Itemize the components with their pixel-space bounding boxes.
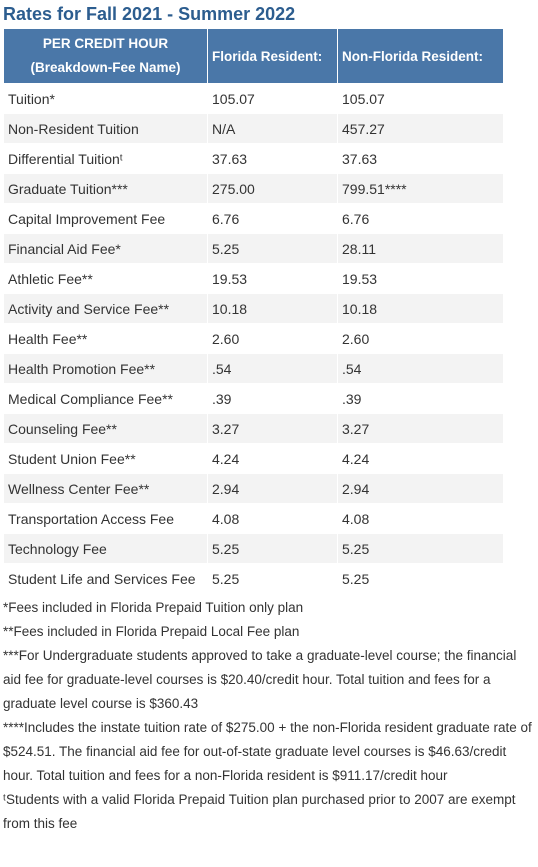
table-row: Activity and Service Fee** 10.18 10.18 — [3, 293, 504, 324]
fee-name: Athletic Fee** — [3, 263, 208, 294]
fee-amount: 4.08 — [337, 503, 504, 534]
fee-amount: .39 — [337, 383, 504, 414]
fee-name: Transportation Access Fee — [3, 503, 208, 534]
fee-name: Medical Compliance Fee** — [3, 383, 208, 414]
fee-amount: 4.24 — [207, 443, 338, 474]
footnote: ***For Undergraduate students approved t… — [3, 648, 517, 711]
table-row: Student Life and Services Fee 5.25 5.25 — [3, 563, 504, 594]
table-row: Transportation Access Fee 4.08 4.08 — [3, 503, 504, 534]
fee-amount: 37.63 — [207, 143, 338, 174]
fee-amount: 6.76 — [207, 203, 338, 234]
table-row: Health Fee** 2.60 2.60 — [3, 323, 504, 354]
fee-amount: 2.94 — [337, 473, 504, 504]
fee-name: Student Life and Services Fee — [3, 563, 208, 594]
fee-amount: .54 — [337, 353, 504, 384]
table-row: Athletic Fee** 19.53 19.53 — [3, 263, 504, 294]
title: Rates for Fall 2021 - Summer 2022 — [3, 4, 296, 24]
fee-name: Student Union Fee** — [3, 443, 208, 474]
fee-name: Tuition* — [3, 83, 208, 114]
fee-name: Activity and Service Fee** — [3, 293, 208, 324]
fee-amount: 457.27 — [337, 113, 504, 144]
fee-amount: 5.25 — [207, 233, 338, 264]
fee-name: Counseling Fee** — [3, 413, 208, 444]
header-text: Non-Florida Resident: — [342, 48, 483, 64]
table-row: Counseling Fee** 3.27 3.27 — [3, 413, 504, 444]
fee-name: Wellness Center Fee** — [3, 473, 208, 504]
fee-amount: 2.94 — [207, 473, 338, 504]
fee-name: Non-Resident Tuition — [3, 113, 208, 144]
fee-name: Graduate Tuition*** — [3, 173, 208, 204]
header-text: PER CREDIT HOUR — [42, 36, 169, 51]
fee-amount: 10.18 — [207, 293, 338, 324]
table-row: Wellness Center Fee** 2.94 2.94 — [3, 473, 504, 504]
rates-table: PER CREDIT HOUR (Breakdown-Fee Name) Flori… — [3, 28, 504, 594]
header-cell: Florida Resident: — [207, 28, 338, 84]
fee-amount: 4.08 — [207, 503, 338, 534]
fee-name: Capital Improvement Fee — [3, 203, 208, 234]
header-text: Florida Resident: — [212, 48, 323, 64]
notes: *Fees included in Florida Prepaid Tuitio… — [0, 594, 538, 836]
header-row: PER CREDIT HOUR (Breakdown-Fee Name) Flori… — [3, 28, 504, 84]
fee-amount: 19.53 — [337, 263, 504, 294]
fee-name: Health Promotion Fee** — [3, 353, 208, 384]
fee-amount: N/A — [207, 113, 338, 144]
table-row: Non-Resident Tuition N/A 457.27 — [3, 113, 504, 144]
fee-amount: .54 — [207, 353, 338, 384]
table-row: Differential Tuitionᵗ 37.63 37.63 — [3, 143, 504, 174]
fee-amount: 2.60 — [207, 323, 338, 354]
table-row: Technology Fee 5.25 5.25 — [3, 533, 504, 564]
table-row: Financial Aid Fee* 5.25 28.11 — [3, 233, 504, 264]
fee-amount: 105.07 — [207, 83, 338, 114]
fee-amount: 28.11 — [337, 233, 504, 264]
fee-name: Differential Tuitionᵗ — [3, 143, 208, 174]
fee-amount: 6.76 — [337, 203, 504, 234]
fee-amount: 10.18 — [337, 293, 504, 324]
table-row: Capital Improvement Fee 6.76 6.76 — [3, 203, 504, 234]
fee-amount: 5.25 — [337, 533, 504, 564]
table-row: Graduate Tuition*** 275.00 799.51**** — [3, 173, 504, 204]
fee-amount: 5.25 — [337, 563, 504, 594]
fee-amount: 4.24 — [337, 443, 504, 474]
fee-amount: 3.27 — [207, 413, 338, 444]
header-cell: PER CREDIT HOUR (Breakdown-Fee Name) — [3, 28, 208, 84]
table-row: Health Promotion Fee** .54.54 — [3, 353, 504, 384]
fee-amount: 5.25 — [207, 533, 338, 564]
fee-name: Technology Fee — [3, 533, 208, 564]
footnote: *Fees included in Florida Prepaid Tuitio… — [3, 600, 304, 615]
fee-amount: 105.07 — [337, 83, 504, 114]
fee-amount: 37.63 — [337, 143, 504, 174]
fee-amount: 3.27 — [337, 413, 504, 444]
header-cell: Non-Florida Resident: — [337, 28, 504, 84]
fee-amount: 19.53 — [207, 263, 338, 294]
header-text: (Breakdown-Fee Name) — [30, 60, 181, 75]
fee-amount: .39 — [207, 383, 338, 414]
fee-amount: 799.51**** — [337, 173, 504, 204]
fee-amount: 2.60 — [337, 323, 504, 354]
table-row: Medical Compliance Fee** .39.39 — [3, 383, 504, 414]
fee-name: Health Fee** — [3, 323, 208, 354]
fee-name: Financial Aid Fee* — [3, 233, 208, 264]
table-row: Tuition* 105.07 105.07 — [3, 83, 504, 114]
footnote: **Fees included in Florida Prepaid Local… — [3, 624, 300, 639]
fee-amount: 5.25 — [207, 563, 338, 594]
footnote: ᵗStudents with a valid Florida Prepaid T… — [3, 792, 516, 831]
footnote: ****Includes the instate tuition rate of… — [3, 720, 532, 783]
fee-amount: 275.00 — [207, 173, 338, 204]
table-row: Student Union Fee** 4.24 4.24 — [3, 443, 504, 474]
